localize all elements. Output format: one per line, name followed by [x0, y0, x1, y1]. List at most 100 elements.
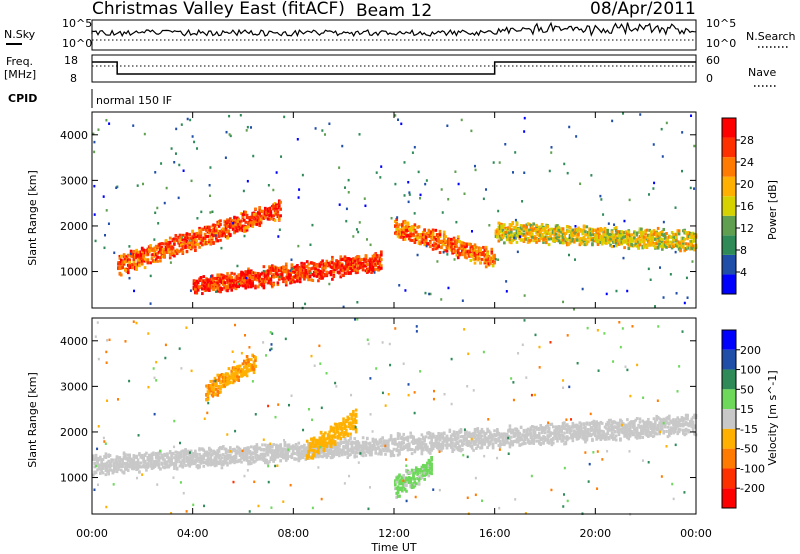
data-cell — [146, 252, 150, 256]
frequency-line — [92, 61, 696, 75]
data-cell — [270, 274, 274, 278]
data-cell — [293, 275, 296, 279]
data-cell — [114, 465, 117, 469]
data-cell — [118, 256, 122, 260]
data-cell — [310, 267, 313, 271]
data-cell — [157, 462, 161, 466]
data-cell — [686, 296, 689, 299]
data-cell — [463, 253, 467, 257]
data-cell — [377, 446, 380, 450]
data-cell — [412, 435, 415, 439]
data-cell — [140, 252, 144, 256]
data-cell — [240, 270, 243, 274]
data-cell — [600, 242, 604, 246]
data-cell — [352, 257, 355, 261]
data-cell — [380, 266, 383, 270]
data-cell — [178, 163, 181, 167]
data-cell — [382, 449, 386, 453]
data-cell — [426, 448, 429, 452]
data-cell — [194, 454, 197, 458]
data-cell — [676, 229, 680, 233]
data-cell — [423, 445, 426, 449]
data-cell — [100, 465, 103, 469]
data-cell — [493, 255, 496, 259]
data-cell — [170, 461, 173, 465]
data-cell — [240, 456, 243, 460]
data-cell — [374, 447, 378, 451]
data-cell — [168, 256, 172, 260]
data-cell — [149, 458, 152, 462]
data-cell — [357, 266, 361, 270]
data-cell — [345, 219, 348, 223]
data-cell — [514, 232, 517, 236]
data-cell — [233, 231, 236, 235]
data-cell — [226, 278, 229, 282]
data-cell — [380, 250, 383, 254]
data-cell — [217, 277, 221, 281]
data-cell — [434, 228, 438, 232]
data-cell — [381, 447, 385, 451]
data-cell — [656, 237, 660, 241]
data-cell — [199, 276, 203, 280]
data-cell — [205, 241, 208, 245]
data-cell — [656, 226, 660, 230]
data-cell — [470, 254, 474, 258]
data-cell — [248, 218, 252, 222]
data-cell — [275, 272, 278, 276]
data-cell — [262, 265, 266, 269]
data-cell — [117, 458, 120, 462]
data-cell — [588, 231, 591, 235]
data-cell — [125, 457, 129, 461]
data-cell — [343, 258, 347, 262]
data-cell — [603, 237, 607, 241]
data-cell — [222, 460, 225, 464]
data-cell — [652, 187, 655, 190]
data-cell — [582, 225, 586, 229]
data-cell — [247, 272, 250, 276]
data-cell — [642, 243, 646, 247]
data-cell — [547, 228, 551, 232]
data-cell — [487, 257, 491, 261]
data-cell — [470, 249, 474, 253]
data-cell — [104, 453, 108, 457]
data-cell — [593, 239, 597, 243]
data-cell — [526, 236, 530, 240]
data-cell — [510, 233, 513, 237]
data-cell — [637, 240, 640, 244]
data-cell — [263, 461, 267, 465]
data-cell — [508, 238, 512, 242]
data-cell — [156, 456, 159, 460]
data-cell — [389, 436, 393, 440]
data-cell — [307, 278, 310, 282]
data-cell — [126, 456, 130, 460]
data-cell — [585, 225, 589, 229]
data-cell — [549, 234, 552, 238]
data-cell — [638, 227, 642, 231]
data-cell — [282, 447, 285, 451]
data-cell — [396, 234, 400, 238]
data-cell — [94, 239, 97, 243]
data-cell — [156, 463, 159, 467]
data-cell — [261, 457, 264, 461]
data-cell — [143, 266, 147, 270]
data-cell — [425, 244, 428, 248]
data-cell — [178, 456, 182, 460]
data-cell — [333, 262, 337, 266]
data-cell — [194, 449, 197, 453]
data-cell — [278, 228, 281, 231]
data-cell — [606, 236, 610, 240]
data-cell — [198, 228, 201, 232]
data-cell — [691, 235, 695, 239]
data-cell — [195, 459, 199, 463]
data-cell — [248, 455, 252, 459]
data-cell — [498, 230, 502, 234]
data-cell — [380, 440, 383, 444]
data-cell — [607, 232, 611, 236]
data-cell — [374, 267, 378, 271]
data-cell — [312, 270, 316, 274]
data-cell — [673, 236, 677, 240]
data-cell — [196, 456, 200, 460]
data-cell — [261, 454, 264, 458]
data-cell — [322, 273, 326, 277]
data-cell — [229, 459, 232, 463]
